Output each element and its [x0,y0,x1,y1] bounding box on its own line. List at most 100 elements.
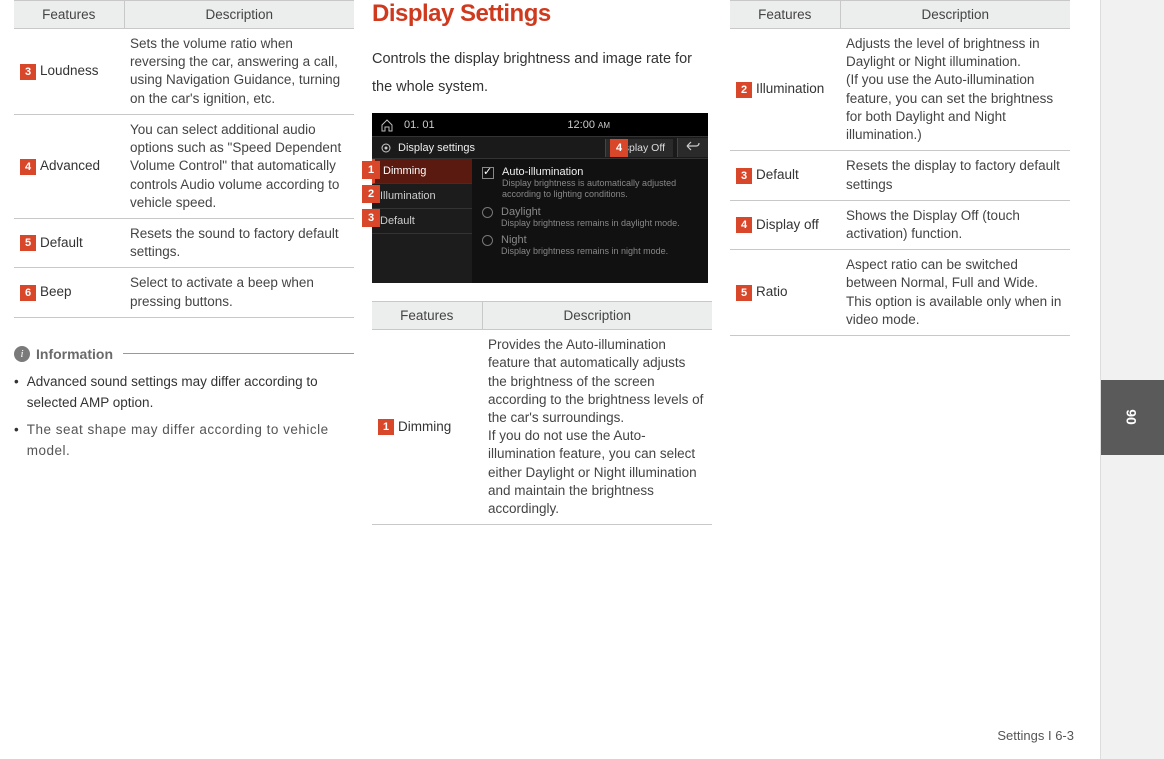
label-display-off: Display off [756,217,819,232]
tab-segment[interactable] [1100,152,1164,228]
desc-default-display: Resets the display to factory default se… [840,151,1070,200]
feature-default-sound: 5 Default [14,218,124,267]
gear-icon [380,142,392,154]
label-advanced: Advanced [40,158,100,173]
mock-side-default[interactable]: Default [372,209,472,234]
tab-segment[interactable] [1100,304,1164,380]
badge-3: 3 [20,64,36,80]
side-tabs: 06 [1100,0,1164,759]
home-icon[interactable] [380,118,394,132]
badge-5: 5 [736,285,752,301]
desc-illumination: Adjusts the level of brightness in Dayli… [840,29,1070,151]
feature-advanced: 4 Advanced [14,114,124,218]
desc-dimming: Provides the Auto-illumination feature t… [482,330,712,525]
mock-night-sub: Display brightness remains in night mode… [501,246,668,257]
tab-label: 06 [1123,410,1139,426]
desc-ratio: Aspect ratio can be switched between Nor… [840,250,1070,336]
desc-loudness: Sets the volume ratio when reversing the… [124,29,354,115]
tab-segment-active[interactable]: 06 [1100,380,1164,456]
label-loudness: Loudness [40,63,99,78]
feature-default-display: 3Default [730,151,840,200]
middle-column: Display Settings Controls the display br… [372,0,712,525]
left-features-table: Features Description 3 Loudness Sets the … [14,0,354,318]
th-description: Description [124,1,354,29]
label-default-sound: Default [40,235,83,250]
feature-loudness: 3 Loudness [14,29,124,115]
feature-display-off: 4 Display off [730,200,840,249]
info-item-1: Advanced sound settings may differ accor… [14,372,354,414]
badge-1: 1 [378,419,394,435]
overlay-badge-2: 2 [362,185,380,203]
mock-night-row[interactable]: Night Display brightness remains in nigh… [482,231,698,260]
tab-segment[interactable] [1100,607,1164,683]
mock-night-label: Night [501,234,668,246]
section-intro: Controls the display brightness and imag… [372,46,712,101]
right-features-table: Features Description 2 Illumination Adjus… [730,0,1070,336]
feature-beep: 6Beep [14,268,124,317]
badge-4: 4 [736,217,752,233]
tab-segment[interactable] [1100,76,1164,152]
back-icon [686,141,700,151]
mock-titlebar: Display settings Display Off [372,137,708,159]
th-description: Description [840,1,1070,29]
mock-daylight-label: Daylight [501,206,680,218]
info-text-2: The seat shape may differ according to v… [27,420,354,462]
mid-features-table: Features Description 1 Dimming Provides t… [372,301,712,525]
desc-display-off: Shows the Display Off (touch activation)… [840,200,1070,249]
info-item-2: The seat shape may differ according to v… [14,420,354,462]
left-column: Features Description 3 Loudness Sets the … [14,0,354,525]
th-features: Features [730,1,840,29]
mock-date: 01. 01 [404,119,435,131]
right-column: Features Description 2 Illumination Adjus… [730,0,1070,525]
overlay-badge-3: 3 [362,209,380,227]
feature-illumination: 2 Illumination [730,29,840,151]
badge-4: 4 [20,159,36,175]
feature-dimming: 1 Dimming [372,330,482,525]
badge-5: 5 [20,235,36,251]
tab-segment[interactable] [1100,0,1164,76]
mock-auto-row[interactable]: Auto-illumination Display brightness is … [482,163,698,203]
section-title: Display Settings [372,0,712,28]
label-illumination: Illumination [756,81,824,96]
mock-main: Auto-illumination Display brightness is … [472,159,708,283]
information-heading: i Information [14,346,354,362]
th-description: Description [482,302,712,330]
feature-ratio: 5Ratio [730,250,840,336]
mock-daylight-sub: Display brightness remains in daylight m… [501,218,680,229]
tab-segment[interactable] [1100,531,1164,607]
th-features: Features [372,302,482,330]
mock-back-button[interactable] [677,138,708,157]
label-beep: Beep [40,284,72,299]
desc-advanced: You can select additional audio options … [124,114,354,218]
mock-side-dimming[interactable]: Dimming [372,159,472,184]
mock-auto-sub: Display brightness is automatically adju… [502,178,698,200]
checkbox-icon[interactable] [482,167,494,179]
mock-auto-label: Auto-illumination [502,166,698,178]
tab-segment[interactable] [1100,683,1164,759]
info-text-1: Advanced sound settings may differ accor… [27,372,354,414]
tab-segment[interactable] [1100,228,1164,304]
info-divider [123,353,354,354]
mock-settings-label: Display settings [398,142,475,154]
th-features: Features [14,1,124,29]
mock-sidebar: Dimming Illumination Default [372,159,472,283]
mock-daylight-row[interactable]: Daylight Display brightness remains in d… [482,203,698,232]
label-default-display: Default [756,167,799,182]
info-title: Information [36,346,113,362]
info-icon: i [14,346,30,362]
display-settings-mock: 1 2 3 4 01. 01 12:00 AM Display settings… [372,113,708,283]
radio-icon[interactable] [482,235,493,246]
info-list: Advanced sound settings may differ accor… [14,372,354,462]
radio-icon[interactable] [482,207,493,218]
badge-2: 2 [736,82,752,98]
page-footer: Settings I 6-3 [997,728,1074,743]
mock-time: 12:00 AM [567,119,610,131]
mock-status-bar: 01. 01 12:00 AM [372,113,708,137]
tab-segment[interactable] [1100,455,1164,531]
label-dimming: Dimming [398,419,451,434]
overlay-badge-1: 1 [362,161,380,179]
mock-body: Dimming Illumination Default Auto-illumi… [372,159,708,283]
mock-side-illumination[interactable]: Illumination [372,184,472,209]
overlay-badge-4: 4 [610,139,628,157]
page-columns: Features Description 3 Loudness Sets the … [0,0,1090,525]
